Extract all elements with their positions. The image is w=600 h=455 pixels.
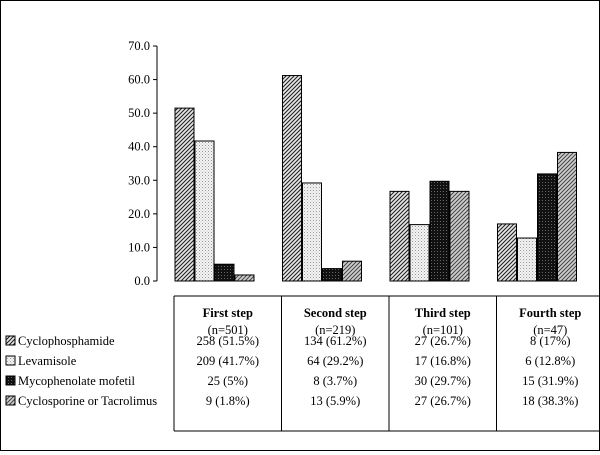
y-tick-label: 0.0 xyxy=(134,274,150,288)
bar xyxy=(234,274,255,282)
bar xyxy=(409,224,430,282)
y-tick-label: 50.0 xyxy=(128,106,150,120)
bar xyxy=(282,75,302,282)
bar xyxy=(194,140,215,282)
data-label: 8 (3.7%) xyxy=(313,374,357,388)
bar xyxy=(557,151,577,282)
y-tick-label: 30.0 xyxy=(128,173,150,187)
bar xyxy=(389,190,410,282)
data-label: 134 (61.2%) xyxy=(304,334,367,348)
data-label: 18 (38.3%) xyxy=(522,394,578,408)
bar xyxy=(214,263,235,282)
category-n-label: (n=501) xyxy=(208,323,248,337)
data-label: 27 (26.7%) xyxy=(415,394,471,408)
bar xyxy=(497,223,517,282)
data-label: 6 (12.8%) xyxy=(525,354,575,368)
category-label: First step xyxy=(203,306,253,320)
category-label: Second step xyxy=(304,306,367,320)
legend-swatch xyxy=(5,335,16,346)
bar xyxy=(342,260,362,282)
bar xyxy=(517,237,537,282)
data-label: 64 (29.2%) xyxy=(307,354,363,368)
data-label: 17 (16.8%) xyxy=(415,354,471,368)
legend-label: Cyclophosphamide xyxy=(18,334,115,348)
data-label: 15 (31.9%) xyxy=(522,374,578,388)
y-tick-label: 60.0 xyxy=(128,73,150,87)
data-label: 13 (5.9%) xyxy=(310,394,360,408)
y-tick-label: 40.0 xyxy=(128,140,150,154)
data-label: 8 (17%) xyxy=(530,334,571,348)
bar xyxy=(322,268,342,282)
legend-swatch xyxy=(5,375,16,386)
data-label: 9 (1.8%) xyxy=(206,394,250,408)
legend-swatch xyxy=(5,355,16,366)
bar xyxy=(449,190,470,282)
legend-swatch xyxy=(5,395,16,406)
y-tick-label: 20.0 xyxy=(128,207,150,221)
data-label: 27 (26.7%) xyxy=(415,334,471,348)
y-tick-label: 10.0 xyxy=(128,240,150,254)
category-n-label: (n=219) xyxy=(315,323,355,337)
bar xyxy=(302,182,322,282)
bars-group xyxy=(174,75,577,282)
y-tick-label: 70.0 xyxy=(128,39,150,53)
category-label: Fourth step xyxy=(519,306,581,320)
category-label: Third step xyxy=(415,306,471,320)
bar xyxy=(429,180,450,282)
data-label: 209 (41.7%) xyxy=(197,354,260,368)
legend-label: Levamisole xyxy=(18,354,77,368)
bar xyxy=(537,173,557,282)
data-label: 25 (5%) xyxy=(207,374,248,388)
bar xyxy=(174,107,195,282)
data-table: First step (n=501) Second step (n=219) Third… xyxy=(5,295,600,432)
data-label: 30 (29.7%) xyxy=(415,374,471,388)
y-axis: 0.0 10.0 20.0 30.0 40.0 50.0 60.0 70.0 xyxy=(128,39,158,288)
legend-label: Cyclosporine or Tacrolimus xyxy=(18,394,157,408)
category-n-label: (n=47) xyxy=(533,323,567,337)
category-n-label: (n=101) xyxy=(423,323,463,337)
data-label: 258 (51.5%) xyxy=(197,334,260,348)
legend-label: Mycophenolate mofetil xyxy=(18,374,136,388)
